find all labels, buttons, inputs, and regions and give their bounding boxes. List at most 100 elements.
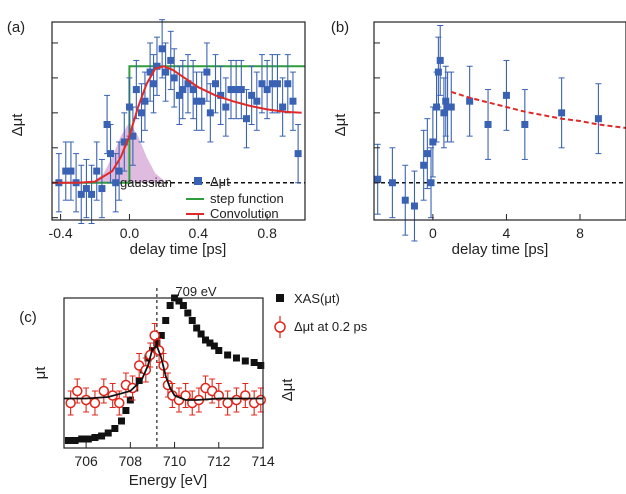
data-point — [222, 103, 230, 111]
data-point — [150, 80, 158, 88]
xas-point — [232, 354, 240, 362]
data-point — [444, 103, 452, 111]
data-point — [82, 185, 90, 193]
legend-label-step: step function — [210, 191, 284, 206]
data-point — [137, 109, 145, 117]
x-tick-label: 8 — [576, 225, 584, 241]
x-tick-label: 0 — [429, 225, 437, 241]
data-point — [253, 97, 261, 105]
data-point — [594, 115, 602, 123]
data-point — [374, 175, 382, 183]
data-point — [129, 132, 137, 140]
xas-point — [215, 347, 223, 354]
convolution-line — [52, 65, 302, 184]
data-point — [112, 179, 120, 187]
data-point — [120, 138, 128, 146]
delta-mu-point — [114, 397, 125, 409]
vline-label: 709 eV — [175, 284, 217, 299]
data-point — [447, 103, 455, 111]
data-point — [62, 167, 70, 175]
data-point — [427, 179, 435, 187]
data-point — [115, 167, 123, 175]
x-tick-label: 708 — [119, 453, 143, 469]
xas-point — [184, 309, 192, 317]
xas-point — [210, 342, 218, 350]
data-point — [227, 86, 235, 94]
delta-mu-point — [222, 397, 233, 409]
x-tick-label: 706 — [74, 453, 98, 469]
xas-point — [117, 417, 125, 425]
data-point — [107, 150, 115, 158]
data-point — [175, 91, 183, 99]
data-point — [284, 80, 292, 88]
xas-point — [64, 437, 72, 444]
xas-point — [206, 339, 214, 347]
data-point — [125, 103, 133, 111]
exp-fit-line — [450, 90, 626, 129]
x-axis-label-c: Energy [eV] — [129, 472, 207, 489]
data-point — [77, 190, 85, 198]
data-point — [179, 86, 187, 94]
y-axis-label-right-c: Δμt — [279, 378, 296, 402]
x-tick-label: 0.0 — [120, 225, 140, 241]
panel-label-b: (b) — [331, 19, 349, 36]
data-point — [206, 109, 214, 117]
data-point — [103, 120, 111, 128]
gaussian-label: gaussian — [120, 175, 172, 190]
data-point — [237, 86, 245, 94]
data-point — [170, 74, 178, 82]
data-point — [88, 190, 96, 198]
data-point — [440, 109, 448, 117]
x-tick-label: 0.8 — [257, 225, 277, 241]
y-axis-label-a: Δμt — [9, 113, 26, 137]
data-point — [436, 56, 444, 64]
x-tick-label: 0.4 — [189, 225, 209, 241]
panel-label-c: (c) — [19, 309, 37, 326]
xas-point — [78, 435, 86, 443]
data-point — [484, 120, 492, 128]
data-point — [388, 179, 396, 187]
x-axis-label-a: delay time [ps] — [130, 241, 227, 258]
delta-mu-point — [255, 394, 267, 406]
data-point — [167, 56, 175, 64]
xas-point — [202, 336, 210, 344]
data-point — [93, 167, 101, 175]
data-point — [232, 86, 240, 94]
delta-mu-point — [231, 394, 242, 406]
data-point — [98, 185, 106, 193]
xas-point — [250, 359, 258, 366]
data-point — [184, 80, 192, 88]
data-point — [401, 196, 409, 204]
legend-marker-delta-mu — [274, 321, 286, 333]
data-point — [242, 115, 250, 123]
data-point — [442, 97, 450, 105]
xas-point — [157, 332, 165, 339]
delta-mu-point — [65, 397, 76, 409]
data-point — [420, 161, 428, 169]
data-point — [268, 80, 276, 88]
xas-point — [197, 330, 205, 338]
data-point — [558, 109, 566, 117]
data-point — [132, 86, 140, 94]
data-point — [521, 120, 529, 128]
data-point — [217, 91, 225, 99]
legend-label-data: Δμt — [210, 174, 230, 189]
x-tick-label: 710 — [163, 453, 187, 469]
data-point — [279, 103, 287, 111]
xas-point — [162, 317, 170, 324]
delta-mu-point — [80, 394, 92, 406]
data-point — [273, 80, 281, 88]
data-point — [212, 80, 220, 88]
data-point — [410, 202, 418, 210]
data-point — [146, 68, 154, 76]
data-point — [423, 150, 431, 158]
data-point — [162, 68, 170, 76]
fit-line-c — [64, 344, 263, 401]
data-point — [289, 97, 297, 105]
xas-point — [122, 407, 130, 414]
xas-point — [84, 435, 92, 443]
xas-point — [257, 362, 265, 369]
xas-point — [111, 425, 119, 432]
x-tick-label: 712 — [207, 453, 231, 469]
